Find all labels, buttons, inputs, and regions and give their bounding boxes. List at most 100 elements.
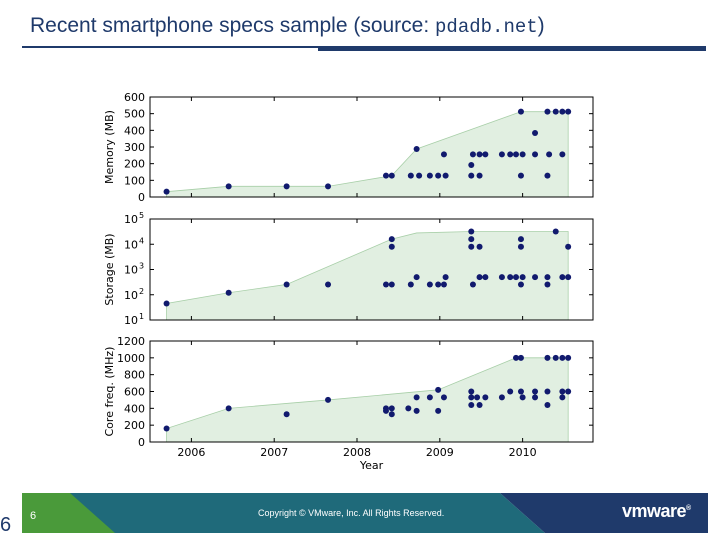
- footer-band: [22, 493, 708, 533]
- data-point: [440, 281, 447, 288]
- title-prefix: Recent smartphone specs sample (source:: [30, 14, 436, 37]
- data-point: [552, 228, 559, 235]
- y-tick-label: 0: [138, 191, 145, 204]
- data-point: [519, 151, 526, 158]
- title-suffix: ): [537, 14, 545, 37]
- data-point: [435, 172, 442, 179]
- y-axis-label: Core freq. (MHz): [103, 347, 116, 437]
- data-point: [517, 243, 524, 250]
- data-point: [517, 172, 524, 179]
- data-point: [507, 151, 514, 158]
- data-point: [468, 401, 475, 408]
- data-point: [512, 274, 519, 281]
- data-point: [559, 354, 566, 361]
- x-tick-label: 2008: [343, 446, 371, 459]
- y-tick-exponent: 3: [139, 262, 144, 271]
- logo-text: vmware: [622, 501, 687, 521]
- vmware-logo: vmware®: [622, 501, 691, 522]
- data-point: [559, 108, 566, 115]
- data-point: [407, 281, 414, 288]
- data-point: [498, 274, 505, 281]
- data-point: [435, 281, 442, 288]
- data-point: [544, 354, 551, 361]
- data-point: [476, 172, 483, 179]
- title-rule-thin: [22, 46, 322, 48]
- data-point: [468, 228, 475, 235]
- data-point: [512, 354, 519, 361]
- data-point: [469, 151, 476, 158]
- y-tick-exponent: 2: [139, 287, 144, 296]
- data-point: [544, 388, 551, 395]
- data-point: [532, 274, 539, 281]
- data-point: [517, 388, 524, 395]
- data-point: [413, 146, 420, 152]
- data-point: [435, 386, 442, 393]
- y-tick-label: 1200: [117, 335, 145, 348]
- data-point: [416, 172, 423, 179]
- data-point: [388, 405, 395, 412]
- y-tick-label: 10: [124, 289, 138, 302]
- data-point: [532, 130, 539, 136]
- data-point: [283, 411, 290, 418]
- y-tick-label: 400: [124, 402, 145, 415]
- data-point: [413, 394, 420, 401]
- y-tick-label: 600: [124, 91, 145, 104]
- y-tick-label: 200: [124, 419, 145, 432]
- data-point: [325, 281, 332, 288]
- y-tick-label: 1000: [117, 352, 145, 365]
- data-point: [283, 281, 290, 288]
- x-tick-label: 2009: [426, 446, 454, 459]
- data-point: [565, 354, 572, 361]
- x-tick-label: 2007: [260, 446, 288, 459]
- y-axis-label: Storage (MB): [103, 233, 116, 305]
- data-point: [559, 394, 566, 401]
- data-point: [517, 354, 524, 361]
- data-point: [426, 281, 433, 288]
- data-point: [442, 172, 449, 179]
- data-point: [407, 172, 414, 179]
- data-point: [163, 188, 170, 195]
- data-point: [468, 236, 475, 243]
- y-tick-exponent: 4: [139, 236, 144, 245]
- data-point: [468, 388, 475, 395]
- slide-title: Recent smartphone specs sample (source: …: [30, 14, 545, 38]
- data-point: [544, 281, 551, 288]
- data-point: [388, 411, 395, 418]
- data-point: [476, 274, 483, 281]
- y-tick-label: 200: [124, 158, 145, 171]
- data-point: [468, 162, 475, 168]
- data-point: [517, 281, 524, 288]
- data-point: [225, 289, 232, 296]
- y-tick-exponent: 5: [139, 211, 144, 220]
- data-point: [507, 274, 514, 281]
- data-point: [532, 394, 539, 401]
- data-point: [565, 388, 572, 395]
- data-point: [476, 243, 483, 250]
- data-point: [382, 407, 389, 414]
- data-point: [559, 274, 566, 281]
- data-point: [532, 151, 539, 158]
- data-point: [468, 172, 475, 179]
- data-point: [405, 405, 412, 412]
- data-point: [388, 243, 395, 250]
- data-point: [283, 183, 290, 190]
- footer-navy-block: [500, 493, 708, 533]
- x-tick-label: 2010: [509, 446, 537, 459]
- y-tick-label: 10: [124, 213, 138, 226]
- data-point: [519, 394, 526, 401]
- data-point: [565, 108, 572, 115]
- data-point: [544, 172, 551, 179]
- page-number: 6: [30, 510, 37, 522]
- y-tick-label: 10: [124, 314, 138, 327]
- data-point: [544, 274, 551, 281]
- copyright-text: Copyright © VMware, Inc. All Rights Rese…: [258, 508, 445, 518]
- data-point: [325, 396, 332, 403]
- data-point: [468, 394, 475, 401]
- chart-panel-3: 0 200 400 600 800 1000 1200 2006 2007 2008 2009 201…: [103, 335, 594, 472]
- data-point: [512, 151, 519, 158]
- data-point: [546, 151, 553, 158]
- x-tick-label: 2006: [177, 446, 205, 459]
- data-point: [559, 151, 566, 158]
- data-point: [163, 425, 170, 432]
- data-point: [544, 401, 551, 408]
